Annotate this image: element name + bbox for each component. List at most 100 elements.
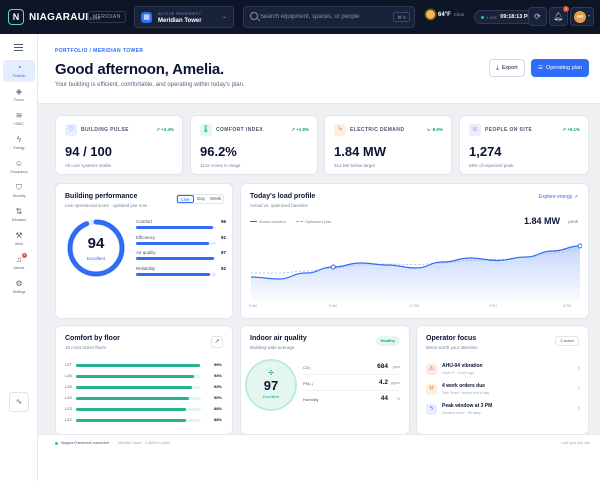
sidebar-item-elevators[interactable]: ⇅ Elevators	[3, 204, 35, 226]
focus-item[interactable]: ⚠ AHU-04 vibration Level 27 · 4 min ago …	[424, 360, 584, 380]
sidebar-item-work[interactable]: ⚒ Work	[3, 228, 35, 250]
aq-name: Humidity	[303, 397, 319, 402]
floor-row: L25 93%	[65, 384, 222, 390]
search-input[interactable]	[260, 11, 380, 23]
kpi-card-electric-demand[interactable]: ϟ ELECTRIC DEMAND ↘ -8.6% 1.84 MW 312 kW…	[324, 115, 452, 175]
sidebar-item-portfolio[interactable]: ◔ Portfolio	[3, 60, 35, 82]
breadcrumb[interactable]: PORTFOLIO / MERIDIAN TOWER	[55, 48, 144, 54]
floor-bar	[76, 363, 200, 367]
metric-value: 91	[220, 235, 226, 240]
range-toggle: Live Day Week	[176, 194, 224, 204]
legend-label: Optimized plan	[304, 219, 332, 224]
metric-value: 92	[220, 266, 226, 271]
metric-track	[136, 257, 216, 260]
kpi-delta: ↗ +1.8%	[291, 127, 309, 132]
metric-track	[136, 242, 216, 245]
sidebar-item-floors[interactable]: ◈ Floors	[3, 84, 35, 106]
card-subtitle: Building-wide average	[250, 345, 295, 350]
floor-row: L22 88%	[65, 417, 222, 423]
x-tick: 3 PM	[489, 304, 498, 308]
aq-row-co2: CO₂ 684 ppm	[303, 362, 400, 375]
brand-name: NIAGARAUI.com	[29, 12, 100, 23]
sidebar: ◔ Portfolio ◈ Floors ≋ HVAC ϟ Energy ☺ Occupa…	[0, 34, 38, 481]
operating-plan-button[interactable]: ☰ Operating plan	[531, 59, 589, 77]
kpi-label: COMFORT INDEX	[216, 127, 264, 133]
sidebar-item-hvac[interactable]: ≋ HVAC	[3, 108, 35, 130]
connection-status: Niagara Framework connected	[61, 441, 109, 445]
floor-track	[76, 418, 201, 422]
chevron-right-icon: ›	[577, 405, 580, 412]
score-value: 94	[87, 235, 105, 252]
sidebar-item-energy[interactable]: ϟ Energy	[3, 132, 35, 154]
sidebar-item-label: Security	[12, 194, 26, 198]
tab-live[interactable]: Live	[177, 195, 194, 203]
tab-week[interactable]: Week	[209, 196, 222, 201]
sidebar-item-label: Floors	[14, 98, 24, 102]
chevron-down-icon: ⌄	[221, 14, 227, 20]
download-icon: ⤓	[496, 64, 499, 71]
focus-item[interactable]: ⚒ 4 work orders due Tech Team · before e…	[424, 380, 584, 400]
kpi-label: ELECTRIC DEMAND	[350, 127, 405, 133]
x-tick: 6 PM	[563, 304, 572, 308]
aq-value: 684	[377, 363, 388, 370]
pulse-icon: ♡	[65, 124, 77, 136]
kpi-value: 94 / 100	[65, 144, 112, 159]
bell-icon: 🔔︎	[553, 12, 564, 21]
export-label: Export	[501, 65, 518, 71]
active-count-badge: 3 active	[555, 336, 579, 346]
kpi-card-building-pulse[interactable]: ♡ BUILDING PULSE ↗ +2.4% 94 / 100 All co…	[55, 115, 183, 175]
refresh-button[interactable]: ⟳	[528, 7, 547, 26]
floor-name: L25	[65, 384, 72, 389]
building-icon: ▦	[141, 12, 152, 23]
sidebar-item-label: Elevators	[11, 218, 27, 222]
series-line-actual	[250, 245, 581, 280]
kpi-card-comfort-index[interactable]: 🌡︎ COMFORT INDEX ↗ +1.8% 96.2% 1142 zone…	[190, 115, 318, 175]
activity-icon[interactable]: ∿	[9, 392, 29, 412]
series-area-actual	[251, 246, 580, 302]
footer-meta: Meridian Tower · 2,388 live points	[118, 441, 171, 445]
card-subtitle: Actual vs. optimized baseline	[250, 203, 309, 208]
sidebar-item-alarms[interactable]: ♫ Alarms 3	[3, 252, 35, 274]
explore-energy-link[interactable]: Explore energy ↗	[538, 194, 578, 200]
peak-value: 1.84 MW	[523, 216, 560, 226]
score-ring-graphic	[67, 219, 125, 277]
sidebar-item-label: Occupancy	[10, 170, 28, 174]
tab-day[interactable]: Day	[197, 196, 206, 201]
floor-value: 88%	[213, 406, 222, 411]
property-selector[interactable]: ▦ ACTIVE PROPERTY Meridian Tower ⌄	[134, 6, 234, 28]
menu-icon[interactable]	[14, 44, 23, 53]
sidebar-item-settings[interactable]: ⚙ Settings	[3, 276, 35, 298]
load-chart[interactable]	[249, 232, 582, 302]
x-tick: 6 AM	[249, 304, 257, 308]
sidebar-item-security[interactable]: ⛉ Security	[3, 180, 35, 202]
kpi-value: 1.84 MW	[334, 144, 387, 159]
aq-value: 44	[380, 395, 388, 402]
avatar: AR	[574, 11, 586, 23]
notifications-button[interactable]: 🔔︎ 3	[549, 6, 569, 26]
property-caption: ACTIVE PROPERTY	[158, 11, 202, 16]
expand-button[interactable]: ↗	[211, 336, 223, 348]
legend-label: Actual demand	[259, 219, 286, 224]
kpi-card-people-on-site[interactable]: ☺ PEOPLE ON SITE ↗ +6.1% 1,274 68% of ex…	[459, 115, 589, 175]
ring-progress	[67, 219, 125, 277]
bolt-icon: ϟ	[426, 404, 437, 415]
alert-icon: ⚠	[426, 364, 437, 375]
portfolio-icon: ◔	[16, 63, 22, 72]
floor-bar	[76, 385, 193, 389]
search-box[interactable]: ⌘ K	[243, 6, 415, 28]
operator-focus-card: Operator focus Items worth your attentio…	[416, 325, 589, 435]
user-menu[interactable]: AR ▾	[570, 7, 594, 26]
floor-value: 94%	[213, 373, 222, 378]
sidebar-item-occupancy[interactable]: ☺ Occupancy	[3, 156, 35, 178]
floor-value: 90%	[213, 395, 222, 400]
air-quality-card: Indoor air quality Building-wide average…	[240, 325, 410, 435]
metric-bar	[136, 257, 214, 260]
thermometer-icon: 🌡︎	[200, 124, 212, 136]
people-icon: ☺	[14, 159, 24, 168]
floor-bar	[76, 418, 186, 422]
data-point-marker[interactable]	[577, 243, 582, 249]
export-button[interactable]: ⤓ Export	[489, 59, 525, 77]
logo-icon[interactable]: N	[8, 9, 24, 25]
focus-item[interactable]: ϟ Peak window at 3 PM Demand curve · 5h …	[424, 400, 584, 420]
data-point-marker[interactable]	[330, 264, 336, 270]
